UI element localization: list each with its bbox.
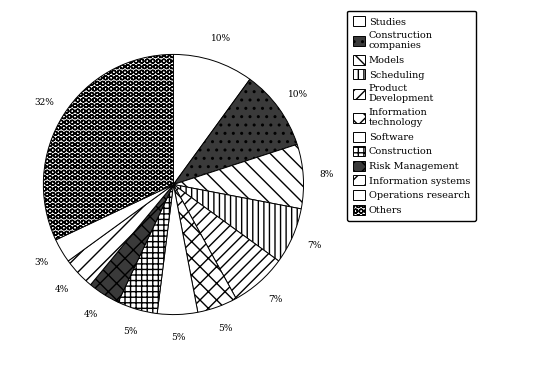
Wedge shape	[157, 184, 198, 315]
Wedge shape	[173, 79, 297, 184]
Wedge shape	[68, 184, 173, 285]
Wedge shape	[43, 54, 173, 240]
Legend: Studies, Construction
companies, Models, Scheduling, Product
Development, Inform: Studies, Construction companies, Models,…	[347, 10, 476, 221]
Text: 5%: 5%	[124, 327, 138, 337]
Text: 8%: 8%	[319, 170, 334, 179]
Text: 32%: 32%	[34, 98, 54, 107]
Wedge shape	[173, 184, 236, 312]
Text: 4%: 4%	[84, 310, 99, 318]
Text: 7%: 7%	[268, 295, 282, 304]
Text: 7%: 7%	[307, 241, 321, 250]
Text: 5%: 5%	[171, 334, 185, 342]
Text: 4%: 4%	[54, 285, 69, 294]
Wedge shape	[173, 54, 250, 184]
Wedge shape	[173, 184, 301, 261]
Text: 5%: 5%	[218, 324, 233, 334]
Wedge shape	[56, 184, 173, 261]
Text: 10%: 10%	[211, 34, 231, 43]
Wedge shape	[118, 184, 173, 314]
Wedge shape	[91, 184, 173, 302]
Wedge shape	[173, 144, 304, 209]
Text: 10%: 10%	[288, 90, 308, 99]
Text: 3%: 3%	[34, 258, 48, 267]
Wedge shape	[173, 184, 279, 299]
